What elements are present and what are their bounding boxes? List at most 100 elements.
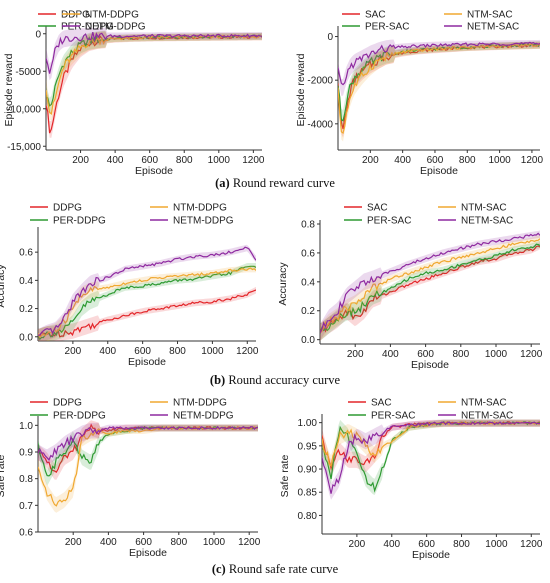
y-tick-label: 0.80	[298, 511, 318, 522]
y-tick-label: 0.9	[19, 448, 33, 459]
y-tick-label: 0.4	[301, 277, 315, 288]
legend-label-sac: SAC	[365, 10, 386, 21]
x-tick-label: 200	[65, 346, 82, 357]
plot-area	[320, 230, 540, 341]
y-tick-label: 0.4	[19, 276, 33, 287]
caption-c: (c) Round safe rate curve	[0, 562, 550, 577]
band-per-sac	[320, 240, 540, 341]
x-tick-label: 600	[417, 349, 434, 360]
legend-label-netm-ddpg: NETM-DDPG	[173, 216, 234, 227]
caption-b-text: Round accuracy curve	[225, 373, 341, 387]
x-tick-label: 800	[452, 349, 469, 360]
y-tick-label: 0.85	[298, 488, 318, 499]
y-axis-label: Safe rate	[0, 455, 7, 498]
band-ddpg	[38, 286, 256, 341]
band-sac	[322, 419, 540, 477]
y-tick-label: 0	[327, 32, 333, 43]
legend-label-per-ddpg: PER-DDPG	[53, 216, 106, 227]
x-tick-label: 200	[362, 155, 379, 166]
band-netm-sac	[322, 419, 540, 500]
series-line-netm-ddpg	[38, 425, 258, 462]
series-line-netm-ddpg	[46, 32, 262, 74]
x-tick-label: 1200	[520, 349, 543, 360]
band-per-ddpg	[38, 424, 258, 486]
x-tick-label: 600	[141, 155, 158, 166]
y-tick-label: 0.2	[19, 304, 33, 315]
caption-b-letter: (b)	[209, 373, 226, 387]
legend-label-per-sac: PER-SAC	[371, 411, 415, 422]
x-tick-label: 1000	[208, 155, 231, 166]
y-tick-label: 0.90	[298, 465, 318, 476]
legend-label-ntm-ddpg: NTM-DDPG	[173, 203, 227, 214]
band-per-sac	[338, 41, 540, 127]
y-tick-label: 0.0	[301, 335, 315, 346]
y-tick-label: -5000	[15, 67, 41, 78]
band-ntm-ddpg	[38, 423, 258, 513]
x-tick-label: 400	[382, 349, 399, 360]
y-axis-label: Episode reward	[3, 53, 15, 126]
caption-a-text: Round reward curve	[229, 176, 335, 190]
caption-a-letter: (a)	[215, 176, 230, 190]
y-tick-label: 0.6	[301, 248, 315, 259]
series-line-netm-sac	[322, 421, 540, 494]
caption-c-letter: (c)	[211, 562, 226, 576]
series-line-sac	[320, 245, 540, 333]
y-tick-label: 0.7	[19, 501, 33, 512]
y-tick-label: 0.6	[19, 248, 33, 259]
x-tick-label: 800	[176, 155, 193, 166]
legend-label-netm-ddpg: NETM-DDPG	[173, 411, 234, 422]
y-tick-label: 0.6	[19, 528, 33, 539]
legend-label-per-ddpg: PER-DDPG	[61, 22, 114, 33]
series-line-ddpg	[38, 289, 256, 338]
chart-accuracy-ddpg: 0.0 0.2 0.4 0.6 200 400 600 800 1000 1200 Episode A…	[0, 203, 259, 369]
x-tick-label: 1000	[488, 155, 511, 166]
legend-label-ddpg: DDPG	[53, 203, 82, 214]
legend-label-ntm-sac: NTM-SAC	[467, 10, 513, 21]
y-tick-label: -2000	[307, 76, 333, 87]
y-tick-label: 1.0	[19, 421, 33, 432]
series-line-per-sac	[338, 43, 540, 122]
caption-b: (b) Round accuracy curve	[0, 373, 550, 388]
legend-label-ntm-ddpg: NTM-DDPG	[85, 10, 139, 21]
x-axis-label: Episode	[420, 165, 458, 177]
legend-label-netm-sac: NETM-SAC	[461, 216, 513, 227]
plot-area	[46, 27, 262, 138]
x-tick-label: 400	[99, 346, 116, 357]
chart-reward-ddpg: 0 -5000 -10,000 -15,000 200 400 600 800 1000 1200…	[3, 10, 265, 178]
y-axis-label: Safe rate	[279, 455, 291, 498]
x-tick-label: 1000	[203, 537, 226, 548]
x-tick-label: 600	[427, 155, 444, 166]
y-axis-label: Accuracy	[0, 264, 7, 308]
x-axis-label: Episode	[129, 547, 167, 559]
series-line-per-sac	[320, 243, 540, 335]
legend-label-per-sac: PER-SAC	[367, 216, 411, 227]
legend-label-per-sac: PER-SAC	[365, 22, 409, 33]
y-tick-label: 0.95	[298, 441, 318, 452]
band-sac	[320, 242, 540, 341]
x-tick-label: 400	[100, 537, 117, 548]
legend-label-ntm-ddpg: NTM-DDPG	[173, 398, 227, 409]
legend-label-netm-sac: NETM-SAC	[461, 411, 513, 422]
chart-accuracy-sac: 0.0 0.2 0.4 0.6 0.8 200 400 600 800 1000 1200 Episo…	[277, 203, 543, 372]
chart-reward-sac: 0 -2000 -4000 200 400 600 800 1000 1200 Episode Ep…	[295, 10, 543, 178]
legend-label-ddpg: DDPG	[61, 10, 90, 21]
x-axis-label: Episode	[412, 549, 450, 561]
legend-label-per-ddpg: PER-DDPG	[53, 411, 106, 422]
legend-label-netm-sac: NETM-SAC	[467, 22, 519, 33]
band-ntm-sac	[320, 234, 540, 341]
band-netm-sac	[338, 39, 540, 96]
x-tick-label: 1000	[201, 346, 224, 357]
x-tick-label: 600	[418, 539, 435, 550]
band-per-ddpg	[46, 30, 262, 115]
x-axis-label: Episode	[135, 165, 173, 177]
x-tick-label: 1000	[485, 349, 508, 360]
y-axis-label: Accuracy	[277, 262, 289, 306]
band-netm-ddpg	[46, 27, 262, 81]
x-tick-label: 1200	[236, 346, 259, 357]
series-line-per-ddpg	[38, 265, 256, 341]
chart-safe-rate-ddpg: 0.6 0.7 0.8 0.9 1.0 200 400 600 800 1000 1200 Episo…	[0, 398, 261, 560]
x-tick-label: 400	[107, 155, 124, 166]
y-tick-label: 0.8	[301, 220, 315, 231]
x-tick-label: 400	[394, 155, 411, 166]
